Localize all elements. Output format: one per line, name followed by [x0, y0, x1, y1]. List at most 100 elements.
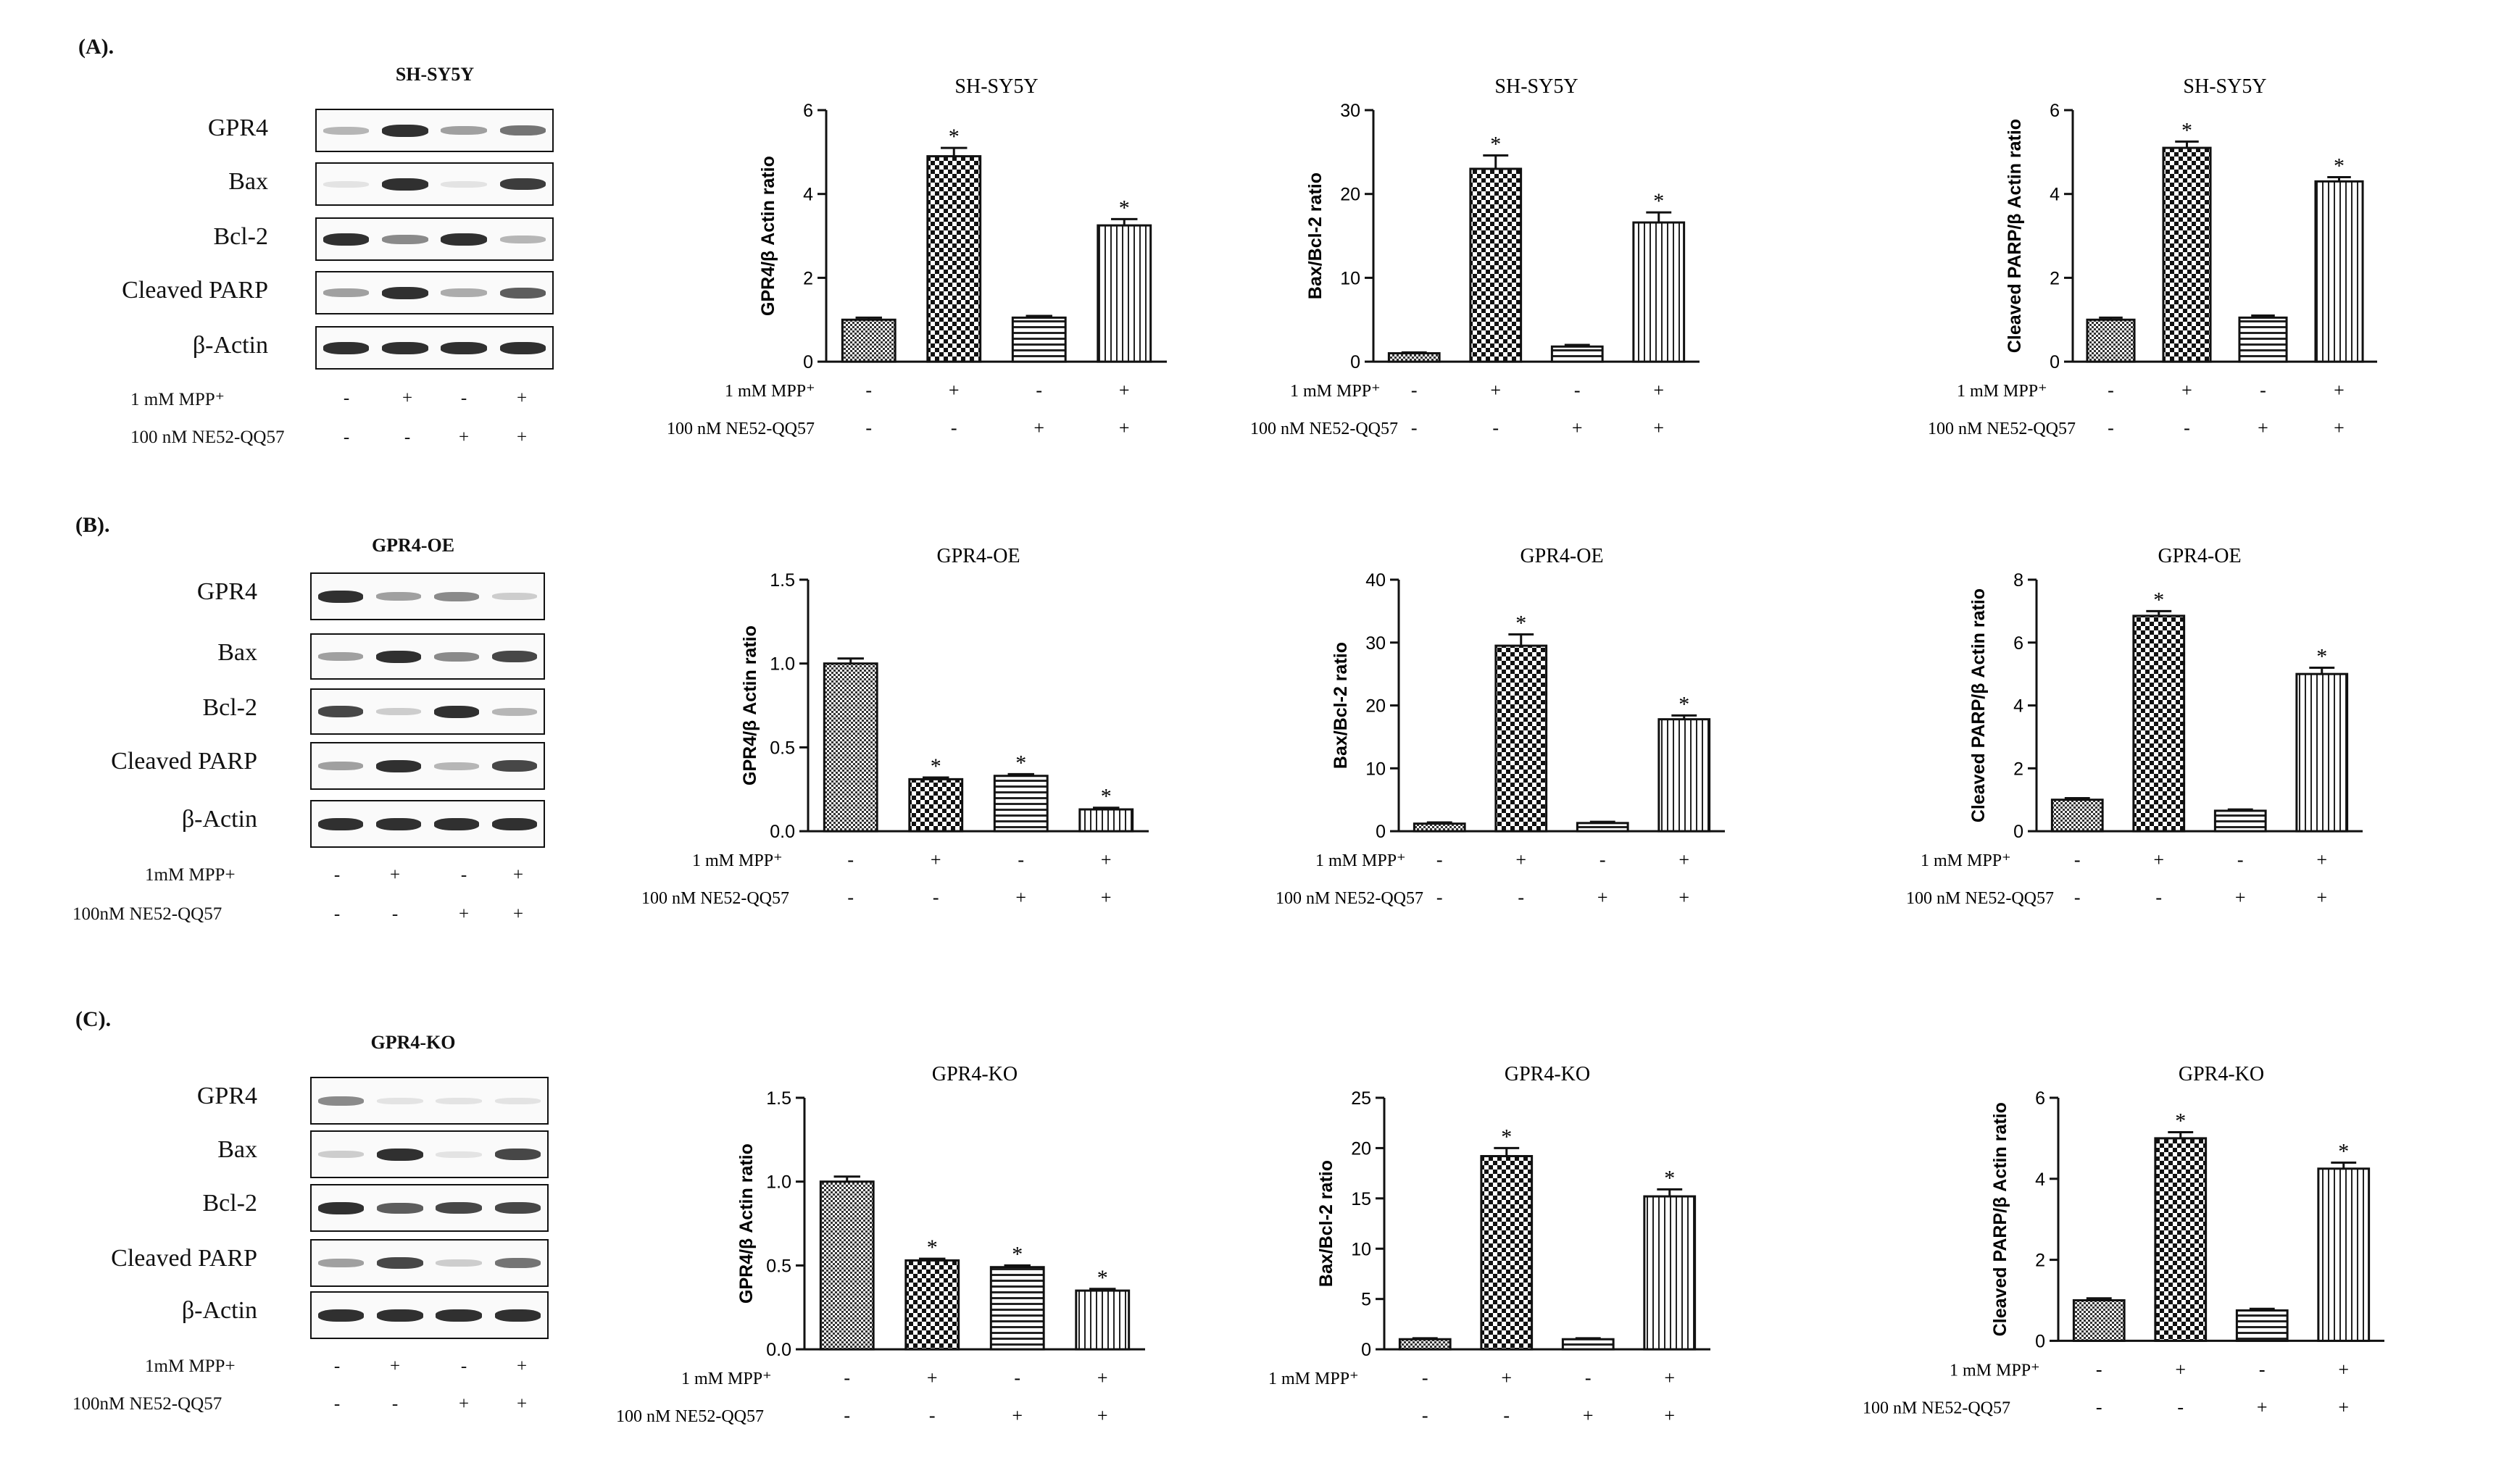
blot-band	[375, 592, 422, 601]
treatment-mpp-label: 1 mM MPP⁺	[1950, 1361, 2040, 1380]
blot-title-b: GPR4-OE	[371, 535, 455, 556]
treatment-sign: -	[1503, 1405, 1510, 1426]
treatment-ne52-label: 100 nM NE52-QQ57	[616, 1407, 764, 1426]
treatment-sign: -	[1411, 380, 1418, 401]
blot-band	[491, 593, 538, 600]
blot-band	[377, 1202, 423, 1214]
blot-band	[375, 650, 422, 663]
treatment-sign: -	[844, 1367, 850, 1388]
y-tick-label: 1.5	[766, 1088, 791, 1109]
chart-title: SH-SY5Y	[1494, 75, 1578, 98]
treatment-sign: -	[343, 428, 350, 447]
treatment-sign: -	[2237, 849, 2244, 870]
treatment-sign: -	[1014, 1367, 1020, 1388]
bar	[1078, 808, 1134, 833]
treatment-sign: -	[391, 1394, 399, 1414]
treatment-sign: +	[1097, 1367, 1108, 1388]
significance-star: *	[1101, 785, 1112, 809]
blot-strip	[315, 217, 554, 261]
blot-band	[382, 124, 428, 137]
bar	[926, 155, 982, 363]
treatment-mpp-label: 1 mM MPP⁺	[1268, 1370, 1359, 1388]
significance-star: *	[1012, 1242, 1023, 1266]
y-tick-label: 20	[1351, 1138, 1371, 1159]
blot-band	[494, 1309, 541, 1322]
blot-band	[317, 1096, 365, 1106]
treatment-sign: -	[844, 1405, 850, 1426]
panel-label-b: (B).	[75, 513, 110, 537]
treatment-sign: -	[1574, 380, 1581, 401]
significance-star: *	[1678, 692, 1689, 716]
blot-band	[323, 288, 370, 297]
treatment-sign: +	[516, 428, 528, 447]
blot-band	[323, 126, 370, 135]
blot-row-label: β-Actin	[192, 332, 268, 359]
blot-band	[491, 707, 538, 716]
treatment-sign: +	[512, 904, 524, 924]
treatment-sign: -	[1585, 1367, 1592, 1388]
treatment-sign: +	[2257, 1396, 2268, 1417]
blot-row-label: GPR4	[196, 578, 257, 605]
y-tick-label: 10	[1351, 1239, 1371, 1259]
blot-band	[494, 1097, 541, 1104]
y-tick-label: 20	[1340, 185, 1360, 205]
treatment-sign: -	[2096, 1396, 2102, 1417]
treatment-sign: -	[2074, 887, 2081, 908]
y-tick-label: 20	[1365, 696, 1386, 717]
y-tick-label: 2	[803, 268, 813, 288]
treatment-sign: -	[1599, 849, 1606, 870]
treatment-sign: +	[1664, 1367, 1675, 1388]
treatment-sign: -	[343, 388, 350, 408]
significance-star: *	[1490, 132, 1501, 156]
treatment-sign: +	[1501, 1367, 1512, 1388]
treatment-sign: +	[402, 388, 413, 408]
bar	[1643, 1195, 1697, 1351]
chart-title: GPR4-KO	[2179, 1063, 2264, 1085]
bar	[1387, 352, 1441, 363]
treatment-ne52-label: 100nM NE52-QQ57	[72, 1394, 222, 1414]
y-tick-label: 2	[2050, 268, 2060, 288]
chart-b-cleaved-parp: GPR4-OE 0 2 4 6 8 Cleaved PARP/β Actin ratio * *…	[1906, 545, 2363, 908]
blot-band	[436, 1202, 482, 1214]
blot-band	[436, 1097, 482, 1104]
treatment-sign: +	[1101, 887, 1112, 908]
treatment-ne52-label: 100 nM NE52-QQ57	[1863, 1398, 2010, 1417]
panel-label-a: (A).	[78, 35, 115, 59]
y-tick-label: 0	[1376, 822, 1386, 842]
treatment-ne52-label: 100 nM NE52-QQ57	[641, 889, 789, 908]
bar	[2072, 1299, 2126, 1342]
blot-band	[317, 1309, 365, 1322]
bar	[1413, 822, 1466, 833]
chart-a-bax-bcl2: SH-SY5Y 0 10 20 30 Bax/Bcl-2 ratio * * 1 mM MPP⁺…	[1250, 75, 1700, 438]
treatment-sign: -	[333, 1394, 341, 1414]
bar	[2050, 799, 2104, 833]
y-tick-label: 6	[2050, 101, 2060, 121]
treatment-ne52-label: 100 nM NE52-QQ57	[1928, 420, 2076, 438]
treatment-sign: -	[1518, 887, 1524, 908]
bar	[1011, 316, 1067, 363]
bar	[989, 1266, 1045, 1351]
significance-star: *	[1097, 1266, 1108, 1290]
treatment-sign: +	[512, 865, 524, 885]
treatment-sign: +	[2338, 1359, 2349, 1380]
treatment-ne52-label: 100 nM NE52-QQ57	[130, 428, 285, 447]
blot-band	[317, 1201, 365, 1214]
blot-band	[436, 1309, 482, 1322]
treatment-sign: +	[1572, 417, 1583, 438]
chart-a-gpr4: SH-SY5Y 0 2 4 6 GPR4/β Actin ratio * * 1 mM MPP⁺…	[667, 75, 1167, 438]
treatment-sign: +	[516, 388, 528, 408]
blot-band	[433, 762, 480, 770]
bar	[1576, 822, 1629, 833]
significance-star: *	[2338, 1139, 2349, 1163]
significance-star: *	[2316, 644, 2327, 668]
bar	[2295, 672, 2349, 833]
treatment-sign: +	[1012, 1405, 1023, 1426]
significance-star: *	[1653, 189, 1664, 213]
blot-strip	[310, 742, 545, 790]
treatment-sign: +	[1033, 417, 1044, 438]
treatment-sign: +	[2153, 849, 2164, 870]
bar	[2154, 1137, 2208, 1342]
blot-row-label: Cleaved PARP	[122, 277, 268, 304]
y-tick-label: 6	[2013, 633, 2023, 654]
chart-c-gpr4: GPR4-KO 0.0 0.5 1.0 1.5 GPR4/β Actin ratio * * *…	[616, 1063, 1145, 1426]
